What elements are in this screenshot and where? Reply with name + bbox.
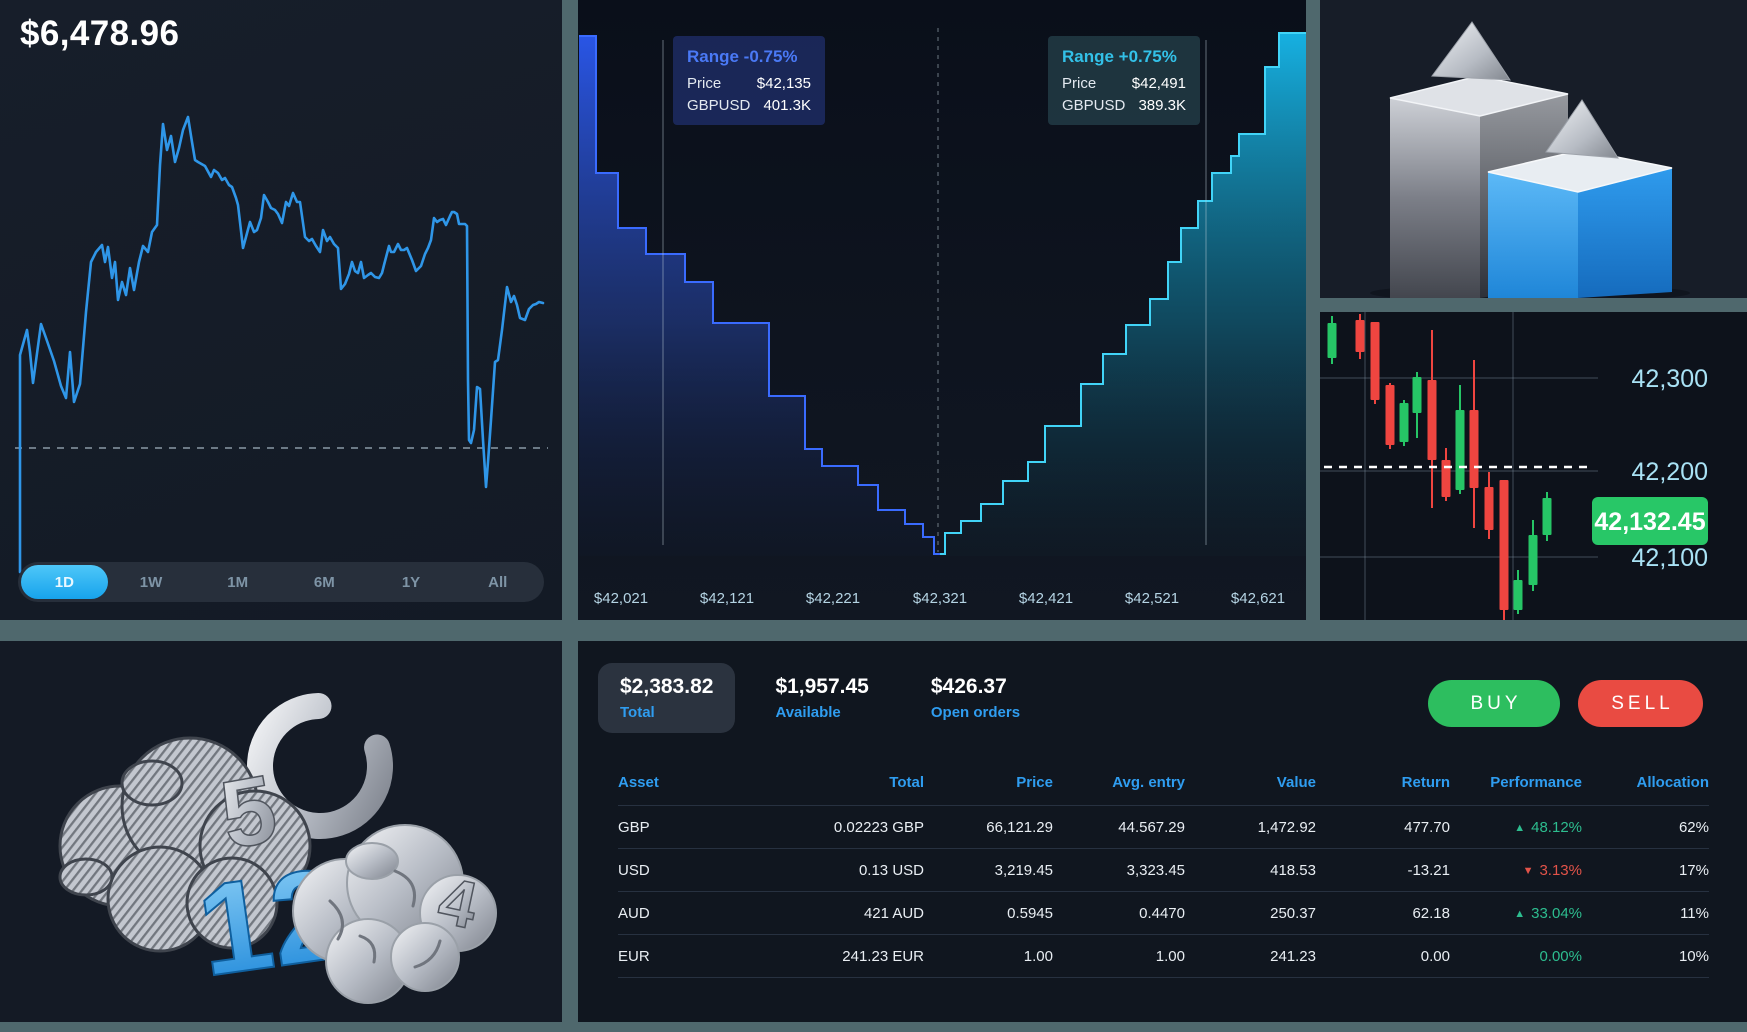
candlestick-chart: 42,132.45 42,300 42,200 42,100 — [1320, 312, 1708, 620]
timeframe-1w[interactable]: 1W — [108, 565, 195, 599]
timeframe-bar: 1D 1W 1M 6M 1Y All — [18, 562, 544, 602]
bid-range-title: Range -0.75% — [687, 47, 798, 66]
column-header-asset[interactable]: Asset — [618, 774, 659, 791]
brain-fold-lines — [328, 869, 442, 969]
position-row-gbp[interactable]: GBP 0.02223 GBP 66,121.29 44.567.29 1,472.92… — [618, 806, 1709, 849]
candlestick-panel: 42,132.45 42,300 42,200 42,100 — [1320, 312, 1747, 620]
depth-x-tick: $42,521 — [1124, 590, 1180, 607]
numbers-illustration-panel: 5 12 4 — [0, 641, 562, 1022]
up-arrow-icon: ▲ — [1514, 821, 1526, 834]
ask-range-tooltip: Range +0.75% Price $42,491 GBPUSD 389.3K — [1048, 36, 1200, 125]
column-header-price[interactable]: Price — [1016, 774, 1053, 791]
performance-cell: 0.00% — [1539, 947, 1582, 965]
up-arrow-icon: ▲ — [1514, 907, 1526, 920]
column-header-allocation[interactable]: Allocation — [1636, 774, 1709, 791]
depth-x-tick: $42,321 — [912, 590, 968, 607]
ask-price-row: Price $42,491 — [1062, 75, 1186, 92]
bars-illustration-panel — [1320, 0, 1747, 298]
performance-cell: ▼ 3.13% — [1522, 861, 1582, 879]
depth-chart — [579, 28, 1306, 556]
positions-table: Asset Total Price Avg. entry Value Return Perf… — [618, 774, 1709, 978]
depth-x-tick: $42,021 — [593, 590, 649, 607]
numbers-illustration: 5 12 4 — [58, 693, 497, 1005]
stat-available[interactable]: $1,957.45 Available — [775, 675, 869, 721]
last-price-tag — [1592, 497, 1708, 545]
position-row-aud[interactable]: AUD 421 AUD 0.5945 0.4470 250.37 62.18 ▲ 33.04%… — [618, 892, 1709, 935]
position-row-eur[interactable]: EUR 241.23 EUR 1.00 1.00 241.23 0.00 0.00% 10% — [618, 935, 1709, 978]
silver-pillar-arrow — [1431, 21, 1511, 81]
depth-x-tick: $42,121 — [699, 590, 755, 607]
smooth-brain-blob — [292, 824, 497, 1004]
column-header-return[interactable]: Return — [1401, 774, 1450, 791]
timeframe-1y[interactable]: 1Y — [368, 565, 455, 599]
column-header-performance[interactable]: Performance — [1490, 774, 1582, 791]
stat-total[interactable]: $2,383.82 Total — [598, 663, 736, 733]
account-stats: $2,383.82 Total $1,957.45 Available $426.37 O… — [598, 663, 1042, 733]
depth-x-tick: $42,621 — [1230, 590, 1286, 607]
portfolio-line-chart — [15, 115, 548, 574]
ask-volume-row: GBPUSD 389.3K — [1062, 97, 1186, 114]
hatched-brain-blob — [58, 736, 312, 953]
timeframe-6m[interactable]: 6M — [281, 565, 368, 599]
positions-table-body: GBP 0.02223 GBP 66,121.29 44.567.29 1,472.92… — [618, 806, 1709, 978]
performance-cell: ▲ 33.04% — [1514, 904, 1582, 922]
candle-y-tick: 42,100 — [1632, 544, 1708, 572]
column-header-avg-entry[interactable]: Avg. entry — [1112, 774, 1185, 791]
column-header-total[interactable]: Total — [889, 774, 924, 791]
positions-table-header: Asset Total Price Avg. entry Value Return Perf… — [618, 774, 1709, 806]
last-price-value: 42,132.45 — [1594, 508, 1705, 536]
column-header-value[interactable]: Value — [1276, 774, 1316, 791]
bid-range-tooltip: Range -0.75% Price $42,135 GBPUSD 401.3K — [673, 36, 825, 125]
buy-button[interactable]: BUY — [1428, 680, 1560, 727]
timeframe-1d[interactable]: 1D — [21, 565, 108, 599]
portfolio-balance: $6,478.96 — [20, 14, 180, 53]
sell-button[interactable]: SELL — [1578, 680, 1703, 727]
stat-open-orders[interactable]: $426.37 Open orders — [930, 675, 1021, 721]
bars-illustration — [1370, 21, 1690, 298]
depth-x-tick: $42,421 — [1018, 590, 1074, 607]
blue-pillar-arrow — [1545, 99, 1619, 159]
depth-x-tick: $42,221 — [805, 590, 861, 607]
account-panel: $2,383.82 Total $1,957.45 Available $426.37 O… — [578, 641, 1747, 1022]
depth-chart-panel: Range -0.75% Price $42,135 GBPUSD 401.3K… — [578, 0, 1306, 620]
performance-cell: ▲ 48.12% — [1514, 818, 1582, 836]
timeframe-all[interactable]: All — [454, 565, 541, 599]
blue-pillar — [1487, 149, 1673, 298]
ask-range-title: Range +0.75% — [1062, 47, 1177, 66]
position-row-usd[interactable]: USD 0.13 USD 3,219.45 3,323.45 418.53 -13.21 ▼… — [618, 849, 1709, 892]
bid-price-row: Price $42,135 — [687, 75, 811, 92]
timeframe-1m[interactable]: 1M — [194, 565, 281, 599]
down-arrow-icon: ▼ — [1522, 864, 1534, 877]
ring-shape — [247, 693, 393, 839]
candle-y-tick: 42,200 — [1632, 458, 1708, 486]
bid-volume-row: GBPUSD 401.3K — [687, 97, 811, 114]
portfolio-panel: $6,478.96 1D 1W 1M 6M 1Y All — [0, 0, 562, 620]
candle-y-tick: 42,300 — [1632, 365, 1708, 393]
